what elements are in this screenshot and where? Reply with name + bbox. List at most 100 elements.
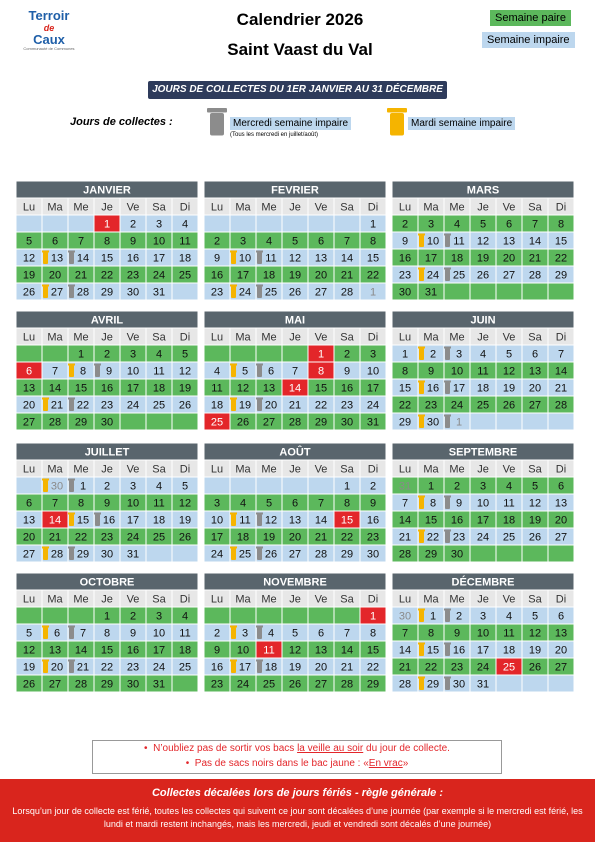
- weekday: Lu: [211, 201, 223, 213]
- day-number: 13: [315, 644, 327, 656]
- weekday: Sa: [152, 463, 166, 475]
- weekday: Lu: [399, 463, 411, 475]
- day-number: 19: [503, 382, 515, 394]
- day-number: 17: [153, 252, 165, 264]
- day-number: 15: [341, 514, 353, 526]
- weekday: Ve: [503, 463, 516, 475]
- day-number: 16: [101, 382, 113, 394]
- day-number: 5: [292, 627, 298, 639]
- day-number: 20: [51, 661, 63, 673]
- day-number: 26: [179, 399, 191, 411]
- month-name: OCTOBRE: [80, 576, 135, 588]
- bin-lid: [42, 397, 49, 400]
- day-number: 6: [318, 235, 324, 247]
- weekday: Sa: [340, 331, 354, 343]
- day-cell: [281, 606, 309, 625]
- day-number: 19: [263, 531, 275, 543]
- weekday: Sa: [528, 593, 542, 605]
- bin-icon: [257, 548, 262, 560]
- day-number: 3: [156, 610, 162, 622]
- bin-icon: [95, 365, 100, 377]
- weekday: Ve: [503, 201, 516, 213]
- day-number: 24: [451, 399, 463, 411]
- day-number: 22: [315, 399, 327, 411]
- day-number: 4: [182, 610, 188, 622]
- day-number: 25: [153, 531, 165, 543]
- day-number: 31: [399, 480, 411, 492]
- day-number: 19: [23, 661, 35, 673]
- bin-icon: [231, 286, 236, 298]
- bin-lid: [230, 363, 237, 366]
- bin-icon: [69, 514, 74, 526]
- day-number: 13: [315, 252, 327, 264]
- day-number: 22: [367, 269, 379, 281]
- bin-icon: [419, 416, 424, 428]
- day-number: 19: [477, 252, 489, 264]
- day-number: 4: [156, 480, 162, 492]
- day-number: 8: [78, 497, 84, 509]
- day-number: 15: [75, 382, 87, 394]
- day-cell: [281, 214, 309, 233]
- day-number: 27: [23, 416, 35, 428]
- day-number: 31: [425, 286, 437, 298]
- weekday: Di: [368, 201, 378, 213]
- day-number: 5: [242, 365, 248, 377]
- day-number: 7: [78, 235, 84, 247]
- bin-lid: [418, 346, 425, 349]
- day-number: 29: [555, 269, 567, 281]
- bin-icon: [419, 382, 424, 394]
- weekday: Di: [180, 463, 190, 475]
- day-number: 16: [367, 514, 379, 526]
- bin-lid: [444, 267, 451, 270]
- day-number: 24: [367, 399, 379, 411]
- day-number: 10: [211, 514, 223, 526]
- day-number: 20: [555, 644, 567, 656]
- bin-icon: [69, 286, 74, 298]
- day-number: 6: [26, 497, 32, 509]
- day-number: 1: [402, 348, 408, 360]
- day-number: 23: [127, 661, 139, 673]
- logo-text: Caux: [33, 32, 65, 47]
- day-number: 30: [451, 548, 463, 560]
- day-number: 24: [477, 531, 489, 543]
- day-number: 7: [52, 497, 58, 509]
- day-number: 5: [532, 480, 538, 492]
- day-number: 20: [529, 382, 541, 394]
- day-cell: [359, 412, 387, 431]
- day-number: 23: [211, 286, 223, 298]
- day-number: 25: [179, 661, 191, 673]
- month-name: AVRIL: [91, 314, 123, 326]
- day-number: 30: [427, 416, 439, 428]
- bin-lid: [42, 546, 49, 549]
- weekday: Lu: [399, 201, 411, 213]
- weekday: Sa: [340, 463, 354, 475]
- day-number: 3: [370, 348, 376, 360]
- day-cell: [495, 282, 523, 301]
- day-number: 13: [23, 514, 35, 526]
- weekday: Ma: [235, 201, 251, 213]
- day-number: 31: [153, 678, 165, 690]
- weekday: Ve: [315, 331, 328, 343]
- day-number: 28: [75, 678, 87, 690]
- day-number: 20: [23, 531, 35, 543]
- day-number: 18: [179, 644, 191, 656]
- day-number: 14: [289, 382, 301, 394]
- day-number: 23: [127, 269, 139, 281]
- bin-lid: [256, 397, 263, 400]
- day-cell: [281, 476, 309, 495]
- day-number: 16: [127, 252, 139, 264]
- day-cell: [15, 606, 43, 625]
- day-number: 8: [318, 365, 324, 377]
- day-number: 11: [179, 627, 190, 639]
- bin-icon: [445, 235, 450, 247]
- day-number: 25: [477, 399, 489, 411]
- day-number: 18: [153, 514, 165, 526]
- day-number: 4: [454, 218, 460, 230]
- day-number: 28: [341, 286, 353, 298]
- day-number: 18: [211, 399, 223, 411]
- day-number: 21: [399, 531, 411, 543]
- day-number: 26: [289, 286, 301, 298]
- day-number: 12: [289, 644, 301, 656]
- day-number: 4: [182, 218, 188, 230]
- weekday: Sa: [152, 331, 166, 343]
